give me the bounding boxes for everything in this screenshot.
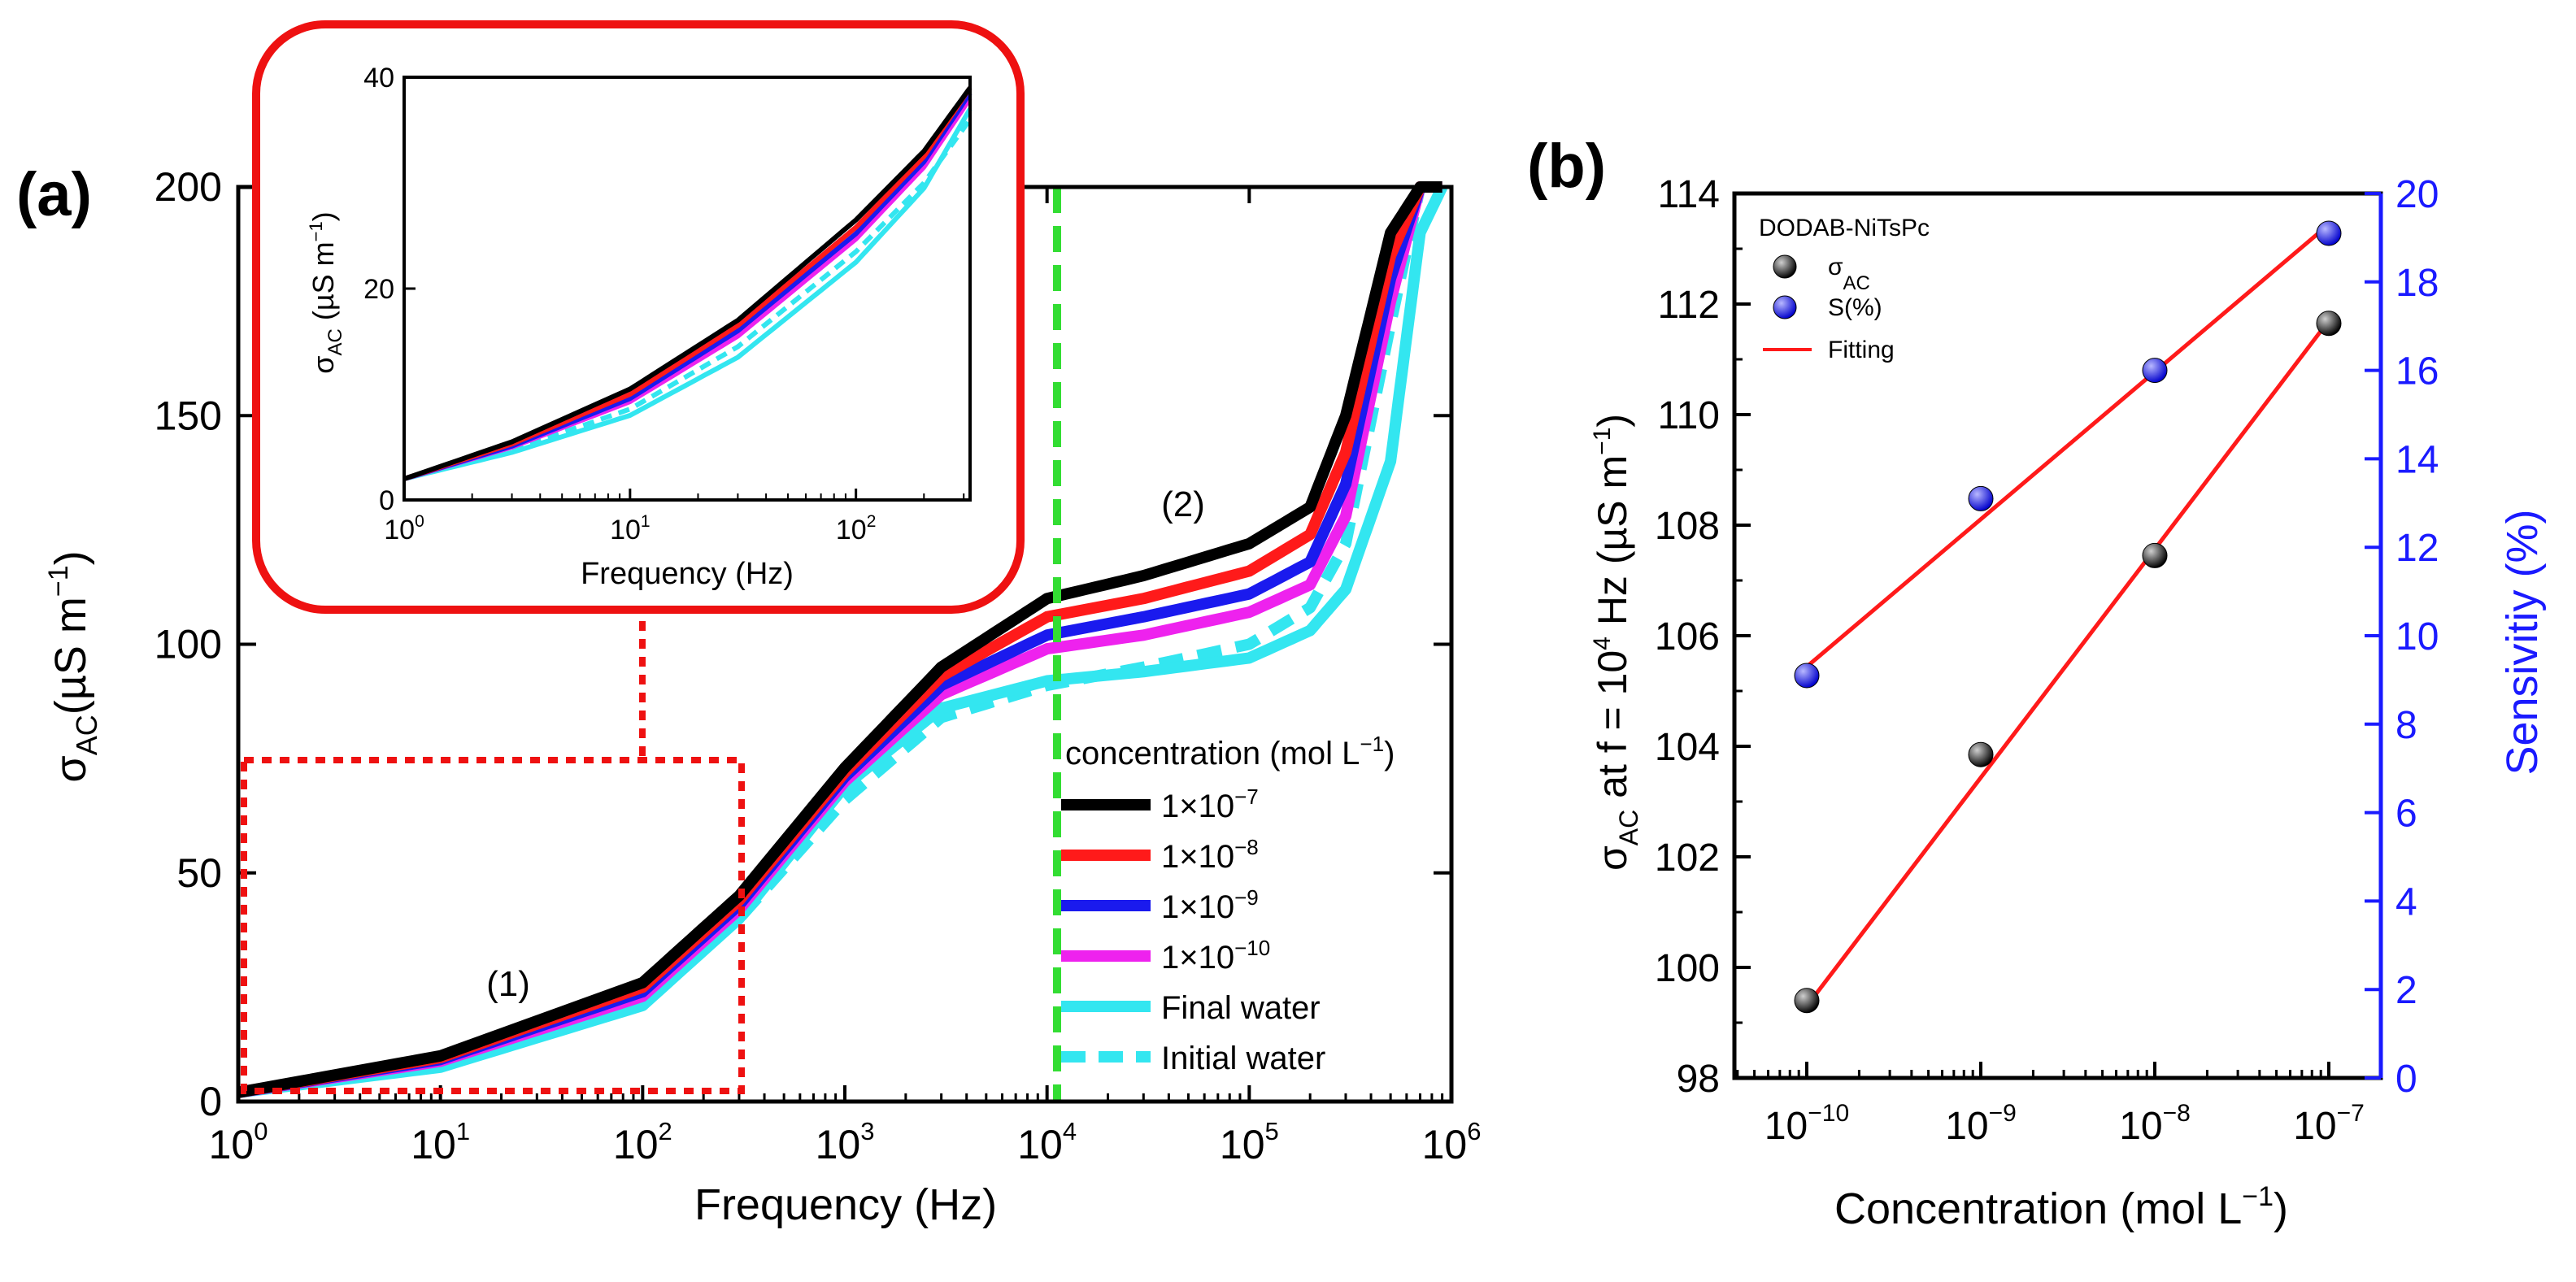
y-tick-label: 50 xyxy=(176,850,222,896)
x-tick-label: 106 xyxy=(1422,1117,1482,1167)
b-left-y-tick-label: 108 xyxy=(1655,505,1720,548)
b-left-y-tick-label: 106 xyxy=(1655,615,1720,658)
inset-ticks: 100 101 102 0 20 40 xyxy=(363,63,965,545)
inset-x-tick-label: 101 xyxy=(610,512,651,545)
b-x-tick-label: 10−9 xyxy=(1945,1100,2017,1148)
point-sigma xyxy=(1968,741,1994,767)
b-legend-marker xyxy=(1773,254,1797,279)
b-right-y-tick-label: 0 xyxy=(2395,1058,2417,1101)
b-left-y-tick-label: 98 xyxy=(1677,1058,1720,1101)
legend-title: concentration (mol L−1) xyxy=(1065,732,1395,771)
b-right-y-tick-label: 18 xyxy=(2395,262,2439,305)
legend-label: 1×10−9 xyxy=(1161,885,1259,925)
b-right-y-tick-label: 2 xyxy=(2395,969,2417,1012)
b-x-tick-label: 10−7 xyxy=(2293,1100,2365,1148)
legend-label: Initial water xyxy=(1161,1041,1325,1076)
fit-line-right xyxy=(1805,223,2330,668)
series-line-1-10-7 xyxy=(237,181,1446,1098)
point-sigma xyxy=(2316,311,2342,337)
inset-y-tick-label: 40 xyxy=(363,63,394,93)
point-sensitivity xyxy=(1968,485,1994,511)
svg-text:σAC at f = 104 Hz (µS m−1): σAC at f = 104 Hz (µS m−1) xyxy=(1589,414,1643,871)
point-sensitivity xyxy=(2316,220,2342,246)
panel-a-label: (a) xyxy=(16,160,92,229)
point-sigma xyxy=(2142,542,2168,568)
x-tick-label: 103 xyxy=(816,1117,875,1167)
panel-b-left-ylabel: σAC at f = 104 Hz (µS m−1) xyxy=(1589,414,1643,871)
series-line-Final-water xyxy=(237,184,1447,1098)
region-1-label: (1) xyxy=(486,964,530,1004)
b-x-tick-label: 10−8 xyxy=(2119,1100,2191,1148)
region-1-box xyxy=(241,757,745,1094)
x-tick-label: 101 xyxy=(411,1117,470,1167)
panel-b-marks xyxy=(1794,220,2342,1014)
point-sensitivity xyxy=(2142,358,2168,384)
inset-x-tick-label: 100 xyxy=(384,512,424,545)
b-right-y-tick-label: 12 xyxy=(2395,527,2439,570)
panel-b-right-ylabel: Sensivitiy (%) xyxy=(2498,509,2547,775)
x-tick-label: 104 xyxy=(1017,1117,1077,1167)
b-legend-label: S(%) xyxy=(1828,294,1882,321)
b-legend-label: Fitting xyxy=(1828,337,1895,363)
legend-label: 1×10−7 xyxy=(1161,784,1259,824)
panel-b: (b) 98 100 102 104 106 108 110 112 114 0 2 4 6 8 10 12 1… xyxy=(1527,132,2547,1233)
region-2-label: (2) xyxy=(1161,485,1205,524)
inset-series-line-Final-water xyxy=(403,107,973,481)
inset-x-tick-label: 102 xyxy=(836,512,877,545)
point-sensitivity xyxy=(1794,663,1820,689)
b-x-tick-label: 10−10 xyxy=(1764,1100,1849,1148)
b-right-y-tick-label: 8 xyxy=(2395,704,2417,747)
inset-y-tick-label: 0 xyxy=(379,485,394,516)
x-tick-label: 105 xyxy=(1220,1117,1279,1167)
y-tick-label: 100 xyxy=(154,622,222,667)
b-right-y-tick-label: 14 xyxy=(2395,438,2439,481)
b-left-y-tick-label: 114 xyxy=(1657,173,1720,216)
b-left-y-tick-label: 112 xyxy=(1657,284,1720,327)
b-right-y-tick-label: 16 xyxy=(2395,350,2439,393)
panel-b-legend-title: DODAB-NiTsPc xyxy=(1759,215,1930,241)
panel-b-ticks: 98 100 102 104 106 108 110 112 114 0 2 4 6 8 10 12 14 16 1… xyxy=(1655,173,2439,1148)
inset-xlabel: Frequency (Hz) xyxy=(581,557,794,591)
b-left-y-tick-label: 102 xyxy=(1655,837,1720,880)
legend-label: 1×10−10 xyxy=(1161,936,1270,976)
b-left-y-tick-label: 104 xyxy=(1655,726,1720,769)
panel-a-xlabel: Frequency (Hz) xyxy=(694,1180,997,1229)
y-tick-label: 0 xyxy=(199,1079,222,1124)
b-right-y-tick-label: 20 xyxy=(2395,173,2439,216)
b-left-y-tick-label: 110 xyxy=(1657,394,1720,437)
y-tick-label: 150 xyxy=(154,393,222,438)
x-tick-label: 102 xyxy=(613,1117,672,1167)
inset-curves xyxy=(403,86,973,481)
b-right-y-tick-label: 10 xyxy=(2395,615,2439,658)
b-right-y-tick-label: 6 xyxy=(2395,793,2417,836)
panel-b-label: (b) xyxy=(1527,132,1606,201)
svg-text:σAC(µS m−1): σAC(µS m−1) xyxy=(43,550,103,782)
b-legend-marker xyxy=(1773,295,1797,319)
legend-label: 1×10−8 xyxy=(1161,835,1259,875)
panel-b-xlabel: Concentration (mol L−1) xyxy=(1834,1181,2288,1233)
panel-a-ylabel: σAC(µS m−1) xyxy=(43,550,103,782)
b-right-y-tick-label: 4 xyxy=(2395,880,2417,923)
point-sigma xyxy=(1794,988,1820,1014)
b-legend-label: σAC xyxy=(1828,254,1870,294)
y-tick-label: 200 xyxy=(154,164,222,210)
legend-label: Final water xyxy=(1161,990,1321,1026)
inset: 100 101 102 0 20 40 Frequency (Hz) σAC (µS m−… xyxy=(252,20,1025,614)
fit-line-left xyxy=(1805,319,2330,1008)
inset-series-line-1-10-7 xyxy=(403,86,973,481)
b-left-y-tick-label: 100 xyxy=(1655,947,1720,990)
panel-b-frame xyxy=(1732,191,2383,1080)
panel-a-legend: concentration (mol L−1) 1×10−7 1×10−8 1×10… xyxy=(1061,732,1395,1076)
inset-y-tick-label: 20 xyxy=(363,274,394,305)
inset-series-line-Initial-water xyxy=(403,118,973,481)
panel-a-curves xyxy=(237,181,1447,1098)
inset-ylabel: σAC (µS m−1) xyxy=(306,211,346,373)
svg-text:σAC (µS m−1): σAC (µS m−1) xyxy=(306,211,346,373)
x-tick-label: 100 xyxy=(209,1117,268,1167)
